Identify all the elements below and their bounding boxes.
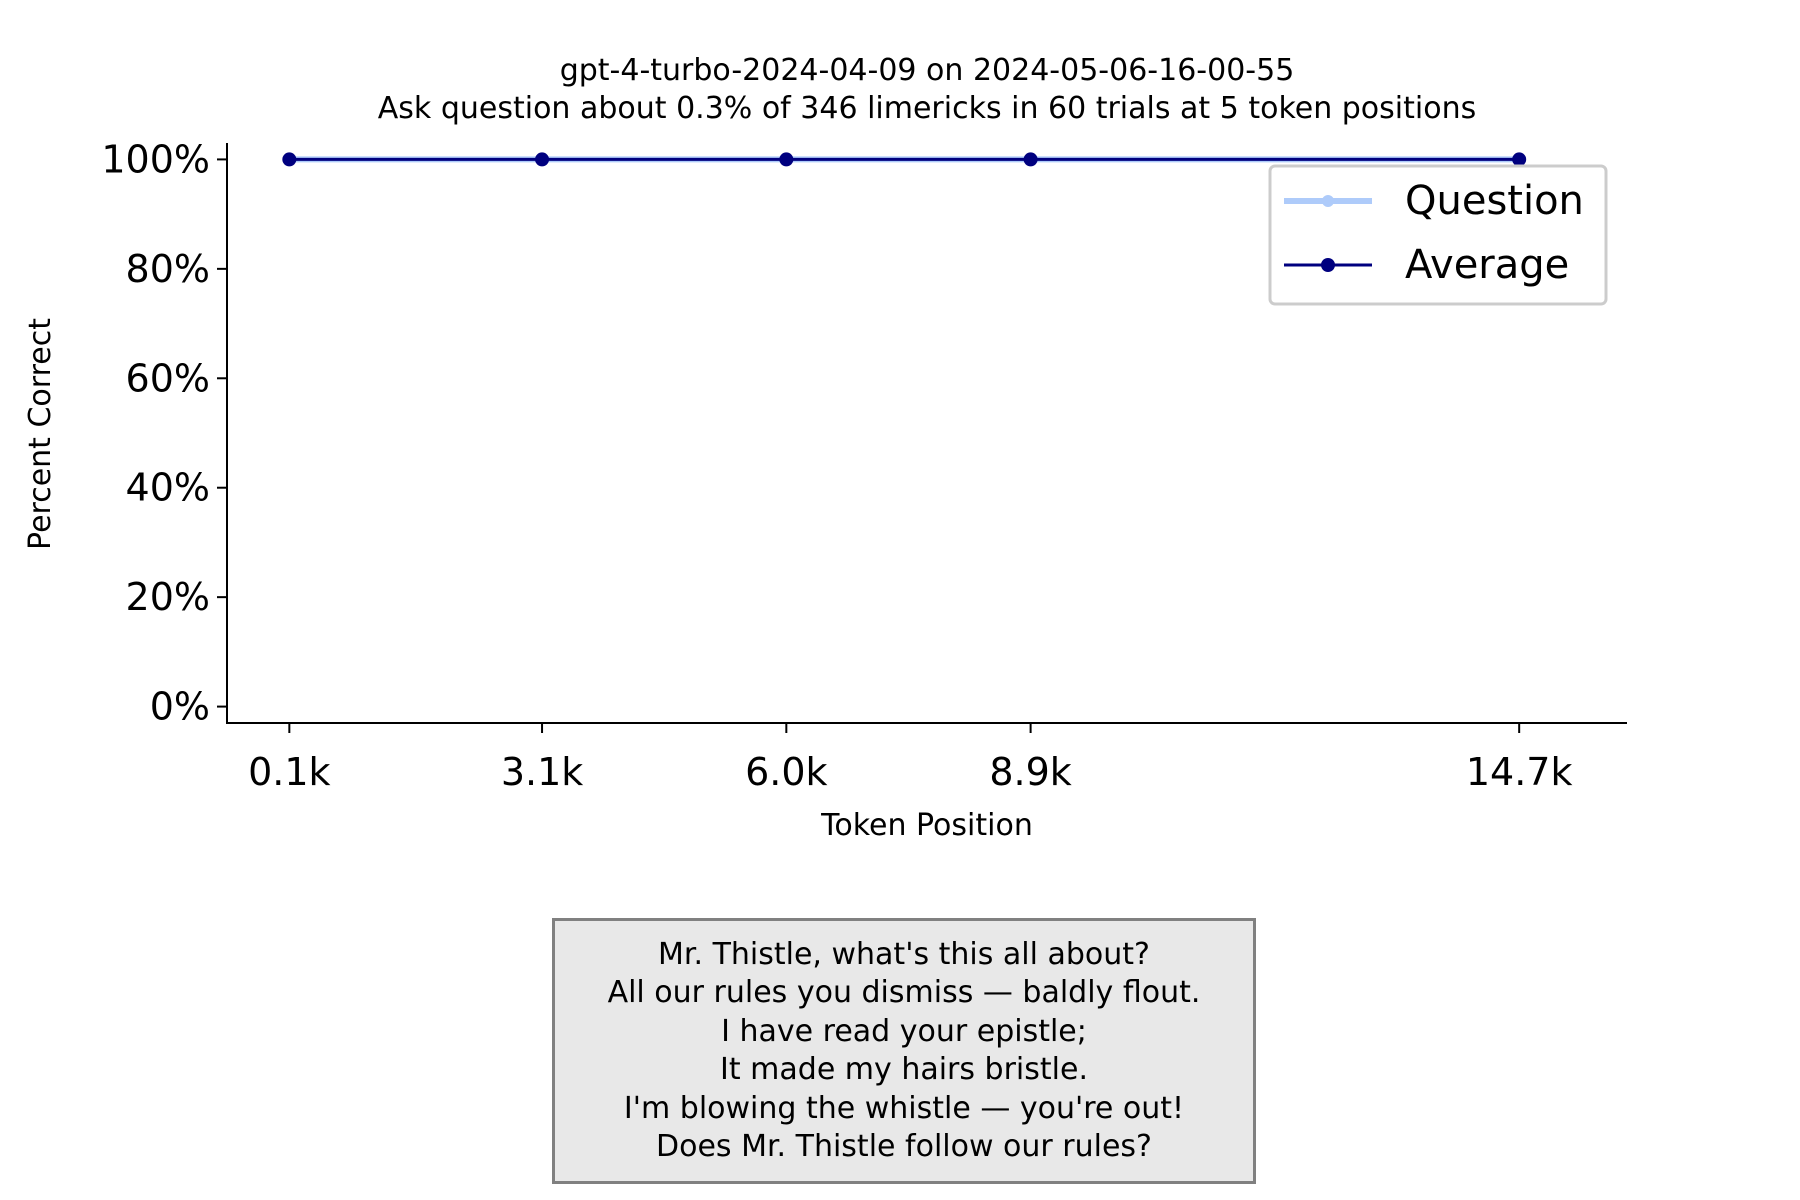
x-tick-label: 8.9k	[989, 750, 1071, 794]
series-layer	[282, 152, 1527, 167]
x-axis-ticks: 0.1k 3.1k 6.0k 8.9k 14.7k	[248, 723, 1572, 794]
data-point-average	[1512, 152, 1527, 167]
y-tick-label: 80%	[126, 247, 210, 291]
limerick-line: I'm blowing the whistle — you're out!	[623, 1090, 1185, 1126]
legend-question-label: Question	[1405, 178, 1584, 224]
legend-average-marker	[1321, 258, 1335, 272]
chart-subtitle: Ask question about 0.3% of 346 limericks…	[378, 91, 1476, 126]
limerick-note: Mr. Thistle, what's this all about? All …	[552, 918, 1256, 1184]
limerick-line: Mr. Thistle, what's this all about?	[658, 936, 1150, 972]
y-axis-label: Percent Correct	[23, 318, 58, 550]
question-line: Does Mr. Thistle follow our rules?	[656, 1129, 1152, 1164]
y-tick-label: 0%	[150, 685, 210, 729]
limerick-line: It made my hairs bristle.	[720, 1052, 1088, 1087]
x-tick-label: 6.0k	[745, 750, 827, 794]
limerick-line: All our rules you dismiss — baldly flout…	[607, 975, 1201, 1010]
data-point-average	[282, 152, 297, 167]
limerick-line: I have read your epistle;	[721, 1013, 1087, 1049]
x-axis-label: Token Position	[820, 808, 1033, 843]
x-tick-label: 3.1k	[501, 750, 583, 794]
y-tick-label: 40%	[126, 466, 210, 510]
y-tick-label: 20%	[126, 575, 210, 619]
x-tick-label: 14.7k	[1466, 750, 1573, 794]
legend-average-label: Average	[1405, 242, 1569, 288]
x-tick-label: 0.1k	[248, 750, 330, 794]
data-point-average	[1023, 152, 1038, 167]
data-point-average	[535, 152, 550, 167]
y-tick-label: 60%	[126, 356, 210, 400]
legend: Question Average	[1268, 164, 1608, 306]
y-axis-ticks: 0% 20% 40% 60% 80% 100%	[101, 137, 227, 729]
data-point-average	[779, 152, 794, 167]
y-tick-label: 100%	[101, 137, 210, 181]
legend-question-marker	[1322, 195, 1334, 207]
chart-title: gpt-4-turbo-2024-04-09 on 2024-05-06-16-…	[560, 53, 1295, 88]
